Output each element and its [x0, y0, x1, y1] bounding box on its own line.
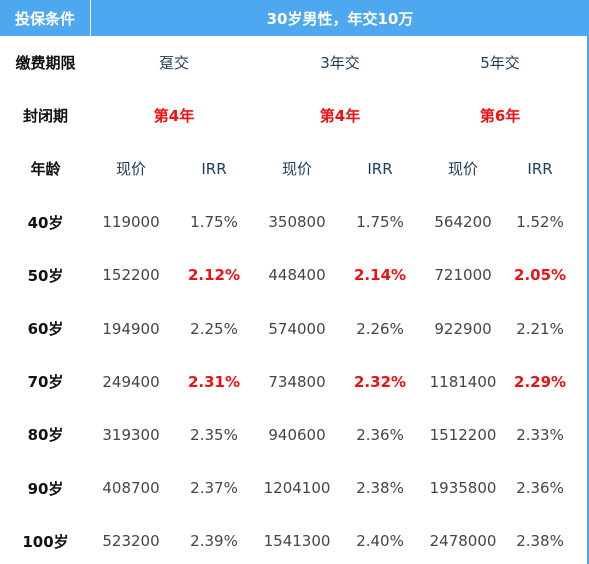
irr-cell: 2.26%: [356, 319, 404, 338]
condition-label: 投保条件: [0, 0, 91, 36]
plan-lock-3-year: 第4年: [319, 107, 361, 126]
table-row: 70岁 249400 2.31% 734800 2.32% 1181400 2.29%: [0, 355, 577, 408]
irr-cell: 2.29%: [514, 372, 567, 391]
cash-value-cell: 119000: [102, 213, 160, 232]
irr-cell: 2.05%: [514, 266, 567, 285]
irr-cell: 2.35%: [190, 425, 238, 444]
irr-cell: 2.36%: [356, 425, 404, 444]
irr-cell: 2.25%: [190, 319, 238, 338]
irr-cell: 2.39%: [190, 532, 238, 551]
age-column-header: 年龄: [30, 160, 61, 179]
value-column-header: 现价: [282, 160, 313, 179]
age-cell: 100岁: [22, 532, 69, 551]
cash-value-cell: 1512200: [429, 425, 497, 444]
table-row: 80岁 319300 2.35% 940600 2.36% 1512200 2.33%: [0, 408, 577, 461]
irr-cell: 2.40%: [356, 532, 404, 551]
age-cell: 70岁: [27, 373, 64, 392]
plan-lock-5-year: 第6年: [479, 107, 521, 126]
cash-value-table: 缴费期限 趸交 3年交 5年交 封闭期 第4年 第4年 第6年 年龄 现价 IR…: [0, 36, 577, 564]
cash-value-cell: 1204100: [263, 479, 331, 498]
right-border: [587, 36, 589, 564]
plan-term-3-year: 3年交: [320, 54, 360, 73]
table-row: 50岁 152200 2.12% 448400 2.14% 721000 2.05%: [0, 249, 577, 302]
irr-cell: 2.14%: [354, 266, 407, 285]
cash-value-cell: 523200: [102, 532, 160, 551]
irr-cell: 2.37%: [190, 479, 238, 498]
plan-lock-lump-sum: 第4年: [153, 107, 195, 126]
lock-period-label: 封闭期: [22, 107, 68, 126]
irr-cell: 2.32%: [354, 372, 407, 391]
cash-value-cell: 564200: [434, 213, 492, 232]
table-row: 60岁 194900 2.25% 574000 2.26% 922900 2.21%: [0, 302, 577, 355]
irr-cell: 1.75%: [356, 213, 404, 232]
column-header-row: 年龄 现价 IRR 现价 IRR 现价 IRR: [0, 142, 577, 195]
table-row: 40岁 119000 1.75% 350800 1.75% 564200 1.52%: [0, 196, 577, 249]
age-cell: 60岁: [27, 320, 64, 339]
cash-value-cell: 448400: [268, 266, 326, 285]
value-column-header: 现价: [448, 160, 479, 179]
value-column-header: 现价: [115, 160, 146, 179]
cash-value-cell: 574000: [268, 319, 326, 338]
cash-value-cell: 1541300: [263, 532, 331, 551]
plan-term-5-year: 5年交: [480, 54, 520, 73]
cash-value-cell: 319300: [102, 425, 160, 444]
cash-value-cell: 249400: [102, 372, 160, 391]
cash-value-cell: 2478000: [429, 532, 497, 551]
irr-cell: 2.33%: [516, 425, 564, 444]
cash-value-cell: 940600: [268, 425, 326, 444]
irr-cell: 2.12%: [187, 266, 241, 285]
irr-cell: 2.31%: [187, 372, 241, 391]
age-cell: 90岁: [27, 479, 64, 498]
payment-term-label: 缴费期限: [15, 54, 76, 73]
plan-term-lump-sum: 趸交: [159, 54, 190, 73]
cash-value-cell: 721000: [434, 266, 492, 285]
cash-value-cell: 350800: [268, 213, 326, 232]
table-row: 90岁 408700 2.37% 1204100 2.38% 1935800 2.36%: [0, 462, 577, 515]
payment-term-row: 缴费期限 趸交 3年交 5年交: [0, 36, 577, 89]
irr-cell: 2.36%: [516, 479, 564, 498]
cash-value-cell: 152200: [102, 266, 160, 285]
table-header-bar: 投保条件 30岁男性，年交10万: [0, 0, 589, 36]
cash-value-cell: 194900: [102, 319, 160, 338]
irr-cell: 1.75%: [190, 213, 238, 232]
condition-value: 30岁男性，年交10万: [266, 9, 414, 28]
irr-cell: 2.38%: [516, 532, 564, 551]
age-cell: 80岁: [27, 426, 64, 445]
cash-value-cell: 1181400: [429, 372, 497, 391]
cash-value-cell: 922900: [434, 319, 492, 338]
irr-cell: 2.38%: [356, 479, 404, 498]
irr-cell: 2.21%: [516, 319, 564, 338]
irr-column-header: IRR: [527, 159, 553, 178]
age-cell: 40岁: [27, 213, 64, 232]
table-row: 100岁 523200 2.39% 1541300 2.40% 2478000 2.38%: [0, 515, 577, 564]
lock-period-row: 封闭期 第4年 第4年 第6年: [0, 89, 577, 142]
data-rows: 40岁 119000 1.75% 350800 1.75% 564200 1.52% 50岁 1…: [0, 196, 577, 564]
cash-value-cell: 734800: [268, 372, 326, 391]
age-cell: 50岁: [27, 266, 64, 285]
irr-column-header: IRR: [367, 159, 393, 178]
irr-cell: 1.52%: [516, 213, 564, 232]
irr-column-header: IRR: [201, 159, 227, 178]
cash-value-cell: 408700: [102, 479, 160, 498]
cash-value-cell: 1935800: [429, 479, 497, 498]
